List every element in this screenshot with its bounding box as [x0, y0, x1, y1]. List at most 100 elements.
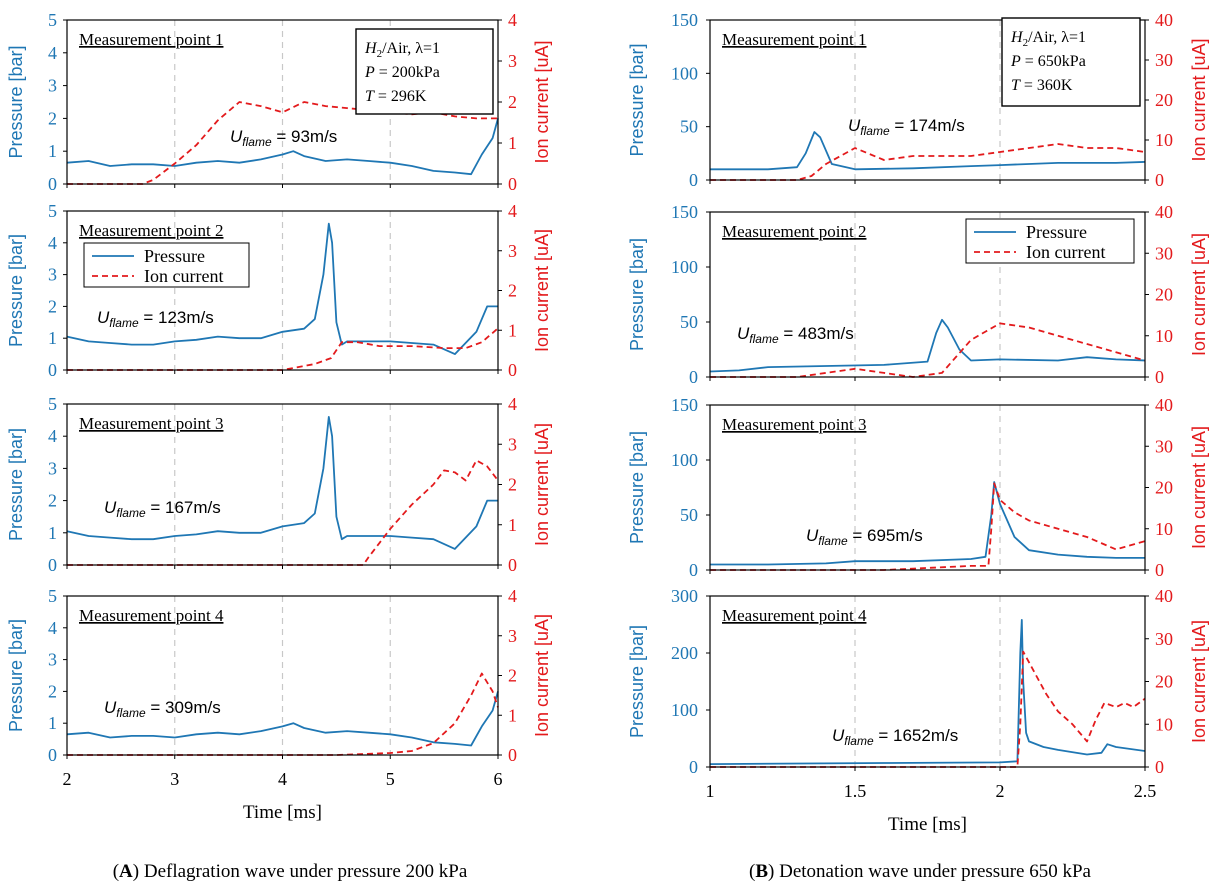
x-tick-label: 2 — [996, 781, 1005, 801]
x-tick-label: 3 — [170, 769, 179, 789]
measurement-point-label: Measurement point 3 — [79, 414, 223, 433]
legend-ion-label: Ion current — [144, 266, 223, 286]
y-tick-label: 1 — [48, 328, 57, 348]
y2-tick-label: 3 — [508, 626, 517, 646]
pressure-series — [66, 222, 498, 356]
y-tick-label: 5 — [48, 201, 57, 221]
measurement-point-label: Measurement point 1 — [79, 30, 223, 49]
y-tick-label: 2 — [48, 491, 57, 511]
pressure-series — [66, 691, 499, 747]
panel-right-2: 0 50 100 150 0 10 20 30 40 Pressure [bar] Ion curr… — [627, 202, 1209, 387]
measurement-point-label: Measurement point 4 — [79, 606, 224, 625]
y-tick-label: 0 — [689, 170, 698, 190]
pressure-series — [710, 481, 1145, 566]
y2-tick-label: 2 — [508, 475, 517, 495]
y2-tick-label: 40 — [1155, 395, 1173, 415]
y2-tick-label: 30 — [1155, 629, 1173, 649]
y-tick-label: 100 — [671, 450, 698, 470]
measurement-point-label: Measurement point 2 — [722, 222, 866, 241]
y-tick-label: 100 — [671, 257, 698, 277]
y2-axis-label: Ion current [uA] — [532, 614, 552, 737]
y2-axis-label: Ion current [uA] — [1189, 38, 1209, 161]
ion-current-series — [710, 482, 1146, 571]
y-axis-label: Pressure [bar] — [6, 428, 26, 541]
measurement-point-label: Measurement point 3 — [722, 415, 866, 434]
y2-tick-label: 1 — [508, 133, 517, 153]
condition-line: T = 296K — [365, 88, 427, 105]
y2-tick-label: 0 — [1155, 757, 1164, 777]
pressure-series — [66, 118, 499, 176]
panel-left-3: 0 1 2 3 4 5 0 1 2 3 4 Pressure [bar] Ion current [uA… — [6, 394, 552, 575]
y2-tick-label: 4 — [508, 201, 517, 221]
y2-tick-label: 1 — [508, 320, 517, 340]
ion-current-series — [710, 143, 1146, 181]
flame-velocity: Uflame = 695m/s — [806, 526, 923, 548]
panel-left-1: 0 1 2 3 4 5 0 1 2 3 4 Pressure [bar] Ion current [uA… — [6, 10, 552, 194]
y2-tick-label: 2 — [508, 281, 517, 301]
y2-tick-label: 3 — [508, 51, 517, 71]
measurement-point-label: Measurement point 1 — [722, 30, 866, 49]
y2-tick-label: 2 — [508, 92, 517, 112]
y2-tick-label: 20 — [1155, 478, 1173, 498]
panel-right-1: 0 50 100 150 0 10 20 30 40 Pressure [bar] Ion curr… — [627, 10, 1209, 190]
pressure-series — [709, 318, 1146, 373]
y-tick-label: 2 — [48, 296, 57, 316]
caption-left: (A) Deflagration wave under pressure 200… — [113, 861, 468, 882]
y-tick-label: 50 — [680, 312, 698, 332]
panel-left-2: 0 1 2 3 4 5 0 1 2 3 4 Pressure [bar] Ion current [uA… — [6, 201, 552, 380]
measurement-point-label: Measurement point 4 — [722, 606, 867, 625]
y2-tick-label: 10 — [1155, 519, 1173, 539]
y2-tick-label: 40 — [1155, 10, 1173, 30]
condition-line: H2/Air, λ=1 — [364, 40, 440, 60]
panel-right-3: 0 50 100 150 0 10 20 30 40 Pressure [bar] Ion curr… — [627, 395, 1209, 580]
y-tick-label: 150 — [671, 10, 698, 30]
y2-tick-label: 0 — [508, 174, 517, 194]
condition-line: P = 200kPa — [364, 64, 440, 81]
y-tick-label: 150 — [671, 395, 698, 415]
y-axis-label: Pressure [bar] — [627, 43, 647, 156]
ion-current-series — [710, 322, 1146, 378]
y-tick-label: 4 — [48, 618, 57, 638]
conditions-box — [355, 28, 494, 115]
y2-tick-label: 30 — [1155, 436, 1173, 456]
x-tick-label: 2 — [63, 769, 72, 789]
legend-box — [965, 218, 1135, 264]
y2-tick-label: 0 — [1155, 560, 1164, 580]
x-tick-label: 2.5 — [1134, 781, 1157, 801]
y2-tick-label: 10 — [1155, 714, 1173, 734]
y-tick-label: 0 — [48, 174, 57, 194]
y-tick-label: 1 — [48, 141, 57, 161]
y2-tick-label: 0 — [508, 555, 517, 575]
panel-left-4: 0 1 2 3 4 5 0 1 2 3 4 Pressure [bar] Ion current [uA… — [6, 586, 552, 765]
x-tick-label: 1.5 — [844, 781, 867, 801]
legend-ion-label: Ion current — [1026, 242, 1105, 262]
y-axis-label: Pressure [bar] — [627, 238, 647, 351]
x-tick-label: 5 — [386, 769, 395, 789]
y2-axis-label: Ion current [uA] — [532, 423, 552, 546]
y2-axis-label: Ion current [uA] — [532, 40, 552, 163]
y2-tick-label: 20 — [1155, 90, 1173, 110]
y2-tick-label: 3 — [508, 241, 517, 261]
y2-tick-label: 0 — [508, 360, 517, 380]
y2-tick-label: 2 — [508, 666, 517, 686]
y2-tick-label: 20 — [1155, 672, 1173, 692]
y-tick-label: 0 — [48, 745, 57, 765]
pressure-series — [66, 415, 498, 550]
y2-tick-label: 0 — [1155, 170, 1164, 190]
flame-velocity: Uflame = 167m/s — [104, 498, 221, 520]
y-axis-label: Pressure [bar] — [627, 625, 647, 738]
x-axis-label: Time [ms] — [243, 802, 322, 823]
y-tick-label: 5 — [48, 10, 57, 30]
flame-velocity: Uflame = 123m/s — [97, 308, 214, 330]
y-tick-label: 2 — [48, 681, 57, 701]
y-tick-label: 300 — [671, 586, 698, 606]
y2-tick-label: 30 — [1155, 50, 1173, 70]
y2-tick-label: 20 — [1155, 285, 1173, 305]
y-axis-label: Pressure [bar] — [6, 45, 26, 158]
x-tick-label: 1 — [706, 781, 715, 801]
y-tick-label: 100 — [671, 700, 698, 720]
condition-line: P = 650kPa — [1010, 53, 1086, 70]
y2-tick-label: 10 — [1155, 326, 1173, 346]
y2-axis-label: Ion current [uA] — [1189, 620, 1209, 743]
